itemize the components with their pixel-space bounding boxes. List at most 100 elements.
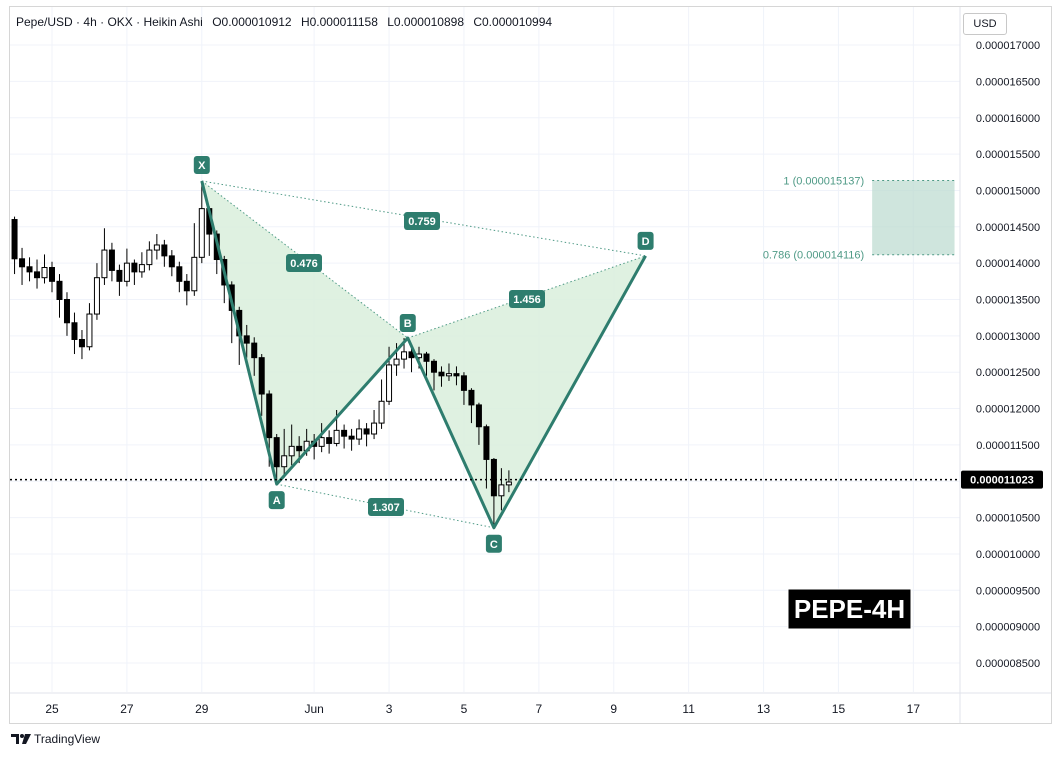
candle-body: [258, 357, 265, 395]
candle-body: [490, 458, 497, 497]
current-price-label: 0.000011023: [970, 475, 1034, 487]
ratio-badge: [368, 498, 404, 516]
exchange: OKX: [107, 15, 133, 29]
point-label: D: [642, 236, 650, 248]
chart-title: PEPE-4H: [794, 594, 905, 624]
point-label: B: [404, 318, 412, 330]
candle-body: [71, 322, 78, 340]
candle-body: [475, 404, 482, 428]
candle-body: [191, 256, 198, 292]
candle-body: [34, 271, 41, 279]
candle-body: [123, 262, 130, 282]
candle-body: [11, 219, 18, 260]
ratio-badge: [286, 254, 322, 272]
candle-body: [438, 371, 445, 377]
line-ac: [276, 483, 495, 529]
candle-body: [423, 353, 430, 362]
y-tick-label: 0.000013500: [976, 295, 1040, 307]
symbol-header: Pepe/USD · 4h · OKX · Heikin Ashi O0.000…: [16, 15, 553, 29]
candle-body: [108, 249, 115, 271]
x-tick-label: Jun: [304, 702, 323, 716]
y-tick-label: 0.000009500: [976, 585, 1040, 597]
candle-body: [333, 429, 340, 444]
y-tick-label: 0.000016000: [976, 113, 1040, 125]
candle-body: [445, 373, 452, 377]
chart-title-box: [787, 588, 912, 630]
candle-body: [281, 455, 288, 468]
y-tick-label: 0.000017000: [976, 40, 1040, 52]
candle-body: [243, 335, 250, 344]
currency-button[interactable]: USD: [963, 13, 1007, 35]
candle-body: [56, 280, 63, 301]
point-label: A: [273, 495, 281, 507]
y-tick-label: 0.000009000: [976, 622, 1040, 634]
candle-body: [378, 400, 385, 424]
point-label: C: [490, 539, 498, 551]
pattern-triangle-xab: [201, 180, 408, 485]
candle-body: [430, 360, 437, 373]
candle-body: [131, 262, 138, 273]
candle-body: [363, 428, 370, 435]
candle-body: [356, 428, 363, 440]
y-tick-label: 0.000013000: [976, 331, 1040, 343]
chart-frame: [9, 6, 1052, 724]
target-zone: [872, 180, 955, 255]
candle-body: [318, 437, 325, 447]
x-tick-label: 9: [610, 702, 617, 716]
candle-body: [505, 481, 512, 486]
y-tick-label: 0.000012500: [976, 367, 1040, 379]
candle-body: [86, 313, 93, 348]
point-label: X: [198, 160, 206, 172]
candle-body: [26, 266, 33, 273]
y-tick-label: 0.000015500: [976, 149, 1040, 161]
candle-body: [266, 393, 273, 439]
x-tick-label: 11: [682, 702, 695, 716]
zone-lower-label: 0.786 (0.000014116): [763, 250, 864, 262]
y-tick-label: 0.000011500: [976, 440, 1039, 452]
ratio-label: 0.759: [408, 216, 436, 228]
current-price-box: [961, 470, 1043, 489]
candle-body: [161, 244, 168, 257]
candle-body: [296, 445, 303, 452]
point-badge: [193, 155, 210, 174]
y-tick-label: 0.000010000: [976, 549, 1040, 561]
candle-body: [19, 258, 26, 268]
tradingview-logo-icon: [11, 734, 31, 744]
candle-body: [401, 351, 408, 360]
x-tick-label: 15: [832, 702, 846, 716]
candle-body: [198, 208, 205, 258]
tradingview-branding[interactable]: TradingView: [11, 732, 100, 746]
candle-body: [49, 267, 55, 282]
ohlc-high: H0.000011158: [300, 15, 378, 29]
candle-body: [153, 244, 160, 251]
candle-body: [138, 264, 145, 273]
zone-upper-label: 1 (0.000015137): [783, 175, 864, 187]
y-tick-label: 0.000015000: [976, 185, 1040, 197]
candle-body: [168, 255, 175, 268]
point-badge: [485, 534, 502, 553]
y-tick-label: 0.000008500: [976, 658, 1040, 670]
y-tick-label: 0.000014500: [976, 222, 1040, 234]
ratio-label: 1.307: [372, 502, 400, 514]
ohlc-open: O0.000010912: [212, 15, 292, 29]
candle-body: [371, 422, 378, 435]
x-tick-label: 3: [386, 702, 393, 716]
y-tick-label: 0.000014000: [976, 258, 1040, 270]
candle-body: [101, 249, 108, 279]
candle-body: [273, 437, 280, 468]
candle-body: [288, 445, 295, 457]
candle-body: [63, 299, 70, 324]
x-tick-label: 13: [757, 702, 771, 716]
candle-body: [41, 267, 48, 279]
candle-body: [498, 484, 505, 497]
candle-body: [483, 426, 490, 460]
candle-body: [183, 280, 190, 292]
ratio-label: 1.456: [513, 294, 541, 306]
candle-body: [251, 342, 258, 359]
pattern-triangle-bcd: [407, 255, 646, 528]
candle-body: [453, 373, 460, 377]
candle-body: [341, 429, 348, 437]
candle-body: [146, 249, 153, 266]
candle-body: [460, 375, 467, 391]
